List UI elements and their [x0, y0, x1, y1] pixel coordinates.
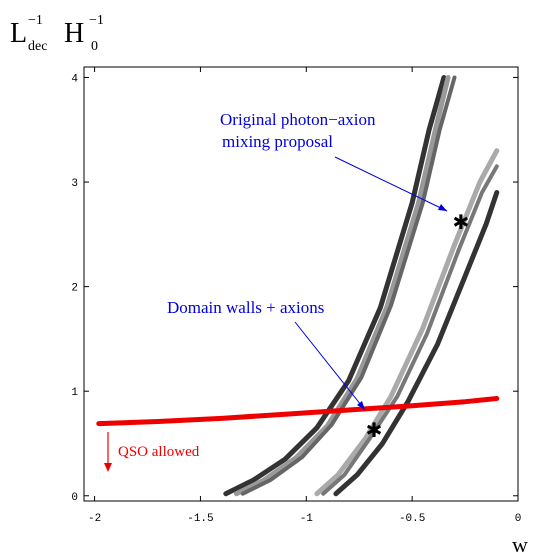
qso-allowed-text: QSO allowed	[118, 444, 200, 460]
annotation-domain-walls-text: Domain walls + axions	[167, 298, 324, 317]
y-tick-label: 2	[71, 283, 78, 295]
x-tick-label: -0.5	[399, 513, 425, 525]
annotation-photon-axion: Original photon−axion mixing proposal	[220, 110, 448, 212]
qso-arrowhead	[104, 463, 112, 472]
annotation-photon-axion-arrowhead	[438, 204, 447, 211]
annotation-domain-walls-arrowhead	[357, 401, 365, 410]
asterisk-marker-2: ✱	[366, 418, 383, 442]
annotation-qso-allowed: QSO allowed	[104, 432, 200, 472]
series-line-1	[223, 75, 447, 497]
series-layer: ✱✱	[96, 75, 500, 497]
plot-frame	[83, 66, 519, 502]
series-line-4	[314, 148, 500, 497]
series-line-5	[321, 164, 499, 496]
y-tick-label: 0	[71, 492, 78, 504]
x-tick-label: -1.5	[187, 513, 213, 525]
x-tick-label: -1	[300, 513, 314, 525]
ylabel-sub2: 0	[91, 39, 98, 54]
ylabel-sup1: −1	[28, 13, 43, 28]
y-tick-label: 3	[71, 178, 78, 190]
ylabel-main: L	[10, 18, 27, 49]
series-line-6	[333, 190, 500, 497]
ylabel-sub1: dec	[28, 39, 47, 54]
annotation-photon-axion-line1: Original photon−axion	[220, 110, 376, 129]
x-tick-label: -2	[88, 513, 101, 525]
asterisk-marker-1: ✱	[452, 210, 469, 234]
series-line-3	[240, 75, 457, 496]
annotation-domain-walls-arrow	[294, 321, 366, 411]
y-axis-label: L −1 dec H −1 0	[10, 13, 104, 54]
ylabel-sup2: −1	[89, 13, 104, 28]
x-axis-label: w	[512, 532, 528, 556]
y-tick-label: 1	[71, 387, 78, 399]
ticks: -2 -1.5 -1 -0.5 0 0 1 2 3 4	[71, 67, 521, 525]
x-tick-label: 0	[515, 513, 522, 525]
series-line-7	[96, 396, 500, 427]
annotation-domain-walls: Domain walls + axions	[167, 298, 366, 411]
series-line-2	[233, 75, 451, 497]
annotation-photon-axion-arrow	[334, 156, 448, 212]
annotation-photon-axion-line2: mixing proposal	[222, 132, 333, 151]
ylabel-H: H	[64, 18, 84, 49]
y-tick-label: 4	[71, 73, 78, 85]
